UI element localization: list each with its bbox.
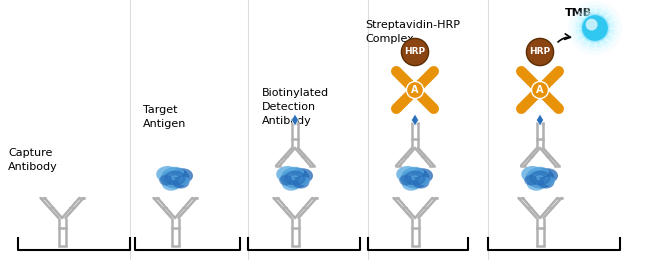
Ellipse shape	[298, 177, 310, 185]
Ellipse shape	[292, 168, 313, 183]
Ellipse shape	[406, 167, 424, 177]
Circle shape	[532, 81, 549, 99]
Ellipse shape	[413, 177, 429, 188]
Ellipse shape	[418, 177, 430, 185]
Circle shape	[586, 19, 597, 30]
Ellipse shape	[526, 167, 554, 188]
Ellipse shape	[401, 167, 429, 188]
Ellipse shape	[292, 177, 309, 188]
Polygon shape	[411, 114, 419, 126]
Ellipse shape	[537, 168, 558, 183]
Ellipse shape	[412, 168, 433, 183]
Ellipse shape	[276, 166, 299, 183]
Text: TMB: TMB	[565, 8, 592, 18]
Circle shape	[568, 1, 622, 55]
Ellipse shape	[282, 177, 300, 191]
Ellipse shape	[281, 167, 309, 188]
Ellipse shape	[161, 167, 189, 188]
Ellipse shape	[521, 166, 544, 183]
Text: Target
Antigen: Target Antigen	[143, 105, 187, 129]
Ellipse shape	[531, 167, 549, 177]
Ellipse shape	[280, 175, 292, 185]
Circle shape	[581, 14, 608, 42]
Ellipse shape	[172, 168, 193, 183]
Circle shape	[575, 8, 614, 48]
Ellipse shape	[525, 175, 538, 185]
Ellipse shape	[178, 177, 190, 185]
Ellipse shape	[166, 167, 184, 177]
Ellipse shape	[173, 177, 189, 188]
Ellipse shape	[286, 167, 304, 177]
Polygon shape	[291, 114, 298, 126]
Ellipse shape	[527, 177, 545, 191]
Ellipse shape	[396, 166, 419, 183]
Circle shape	[526, 38, 554, 66]
Text: HRP: HRP	[404, 48, 426, 56]
Circle shape	[572, 5, 618, 51]
Text: Streptavidin-HRP
Complex: Streptavidin-HRP Complex	[365, 20, 460, 44]
Polygon shape	[536, 114, 543, 126]
Text: A: A	[411, 85, 419, 95]
Ellipse shape	[399, 175, 413, 185]
Circle shape	[402, 38, 428, 66]
Circle shape	[406, 81, 424, 99]
Ellipse shape	[402, 177, 421, 191]
Text: Capture
Antibody: Capture Antibody	[8, 148, 58, 172]
Ellipse shape	[538, 177, 554, 188]
Ellipse shape	[543, 177, 555, 185]
Ellipse shape	[159, 175, 173, 185]
Text: A: A	[536, 85, 544, 95]
Text: Biotinylated
Detection
Antibody: Biotinylated Detection Antibody	[262, 88, 329, 126]
Text: HRP: HRP	[530, 48, 551, 56]
Circle shape	[579, 12, 611, 44]
Ellipse shape	[162, 177, 181, 191]
Ellipse shape	[156, 166, 179, 183]
